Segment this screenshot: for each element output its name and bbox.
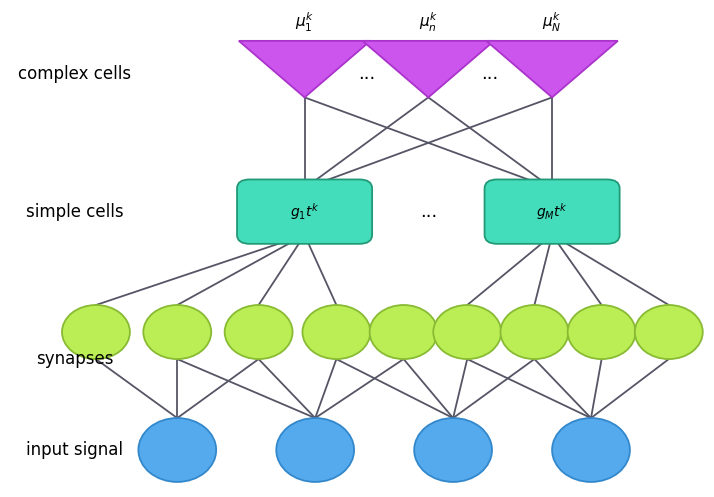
- Text: synapses: synapses: [36, 350, 114, 368]
- Text: $g_1 t^k$: $g_1 t^k$: [290, 201, 319, 222]
- Text: input signal: input signal: [26, 441, 124, 459]
- Ellipse shape: [501, 305, 568, 359]
- Text: $g_M t^k$: $g_M t^k$: [536, 201, 568, 222]
- Text: $\mu_N^k$: $\mu_N^k$: [543, 11, 562, 34]
- Ellipse shape: [139, 418, 216, 482]
- Ellipse shape: [433, 305, 501, 359]
- Ellipse shape: [635, 305, 703, 359]
- Text: complex cells: complex cells: [18, 65, 131, 83]
- Text: $\mu_1^k$: $\mu_1^k$: [295, 11, 314, 34]
- Text: ...: ...: [481, 65, 499, 83]
- FancyBboxPatch shape: [237, 179, 372, 244]
- Ellipse shape: [276, 418, 354, 482]
- Ellipse shape: [303, 305, 371, 359]
- Ellipse shape: [144, 305, 211, 359]
- Text: simple cells: simple cells: [26, 203, 124, 221]
- Ellipse shape: [568, 305, 635, 359]
- Ellipse shape: [370, 305, 438, 359]
- Text: ...: ...: [358, 65, 375, 83]
- Polygon shape: [238, 41, 371, 97]
- Polygon shape: [363, 41, 494, 97]
- Text: ...: ...: [420, 203, 437, 221]
- Ellipse shape: [552, 418, 630, 482]
- FancyBboxPatch shape: [485, 179, 620, 244]
- Ellipse shape: [62, 305, 130, 359]
- Text: $\mu_n^k$: $\mu_n^k$: [419, 11, 438, 34]
- Polygon shape: [486, 41, 618, 97]
- Ellipse shape: [225, 305, 293, 359]
- Ellipse shape: [414, 418, 492, 482]
